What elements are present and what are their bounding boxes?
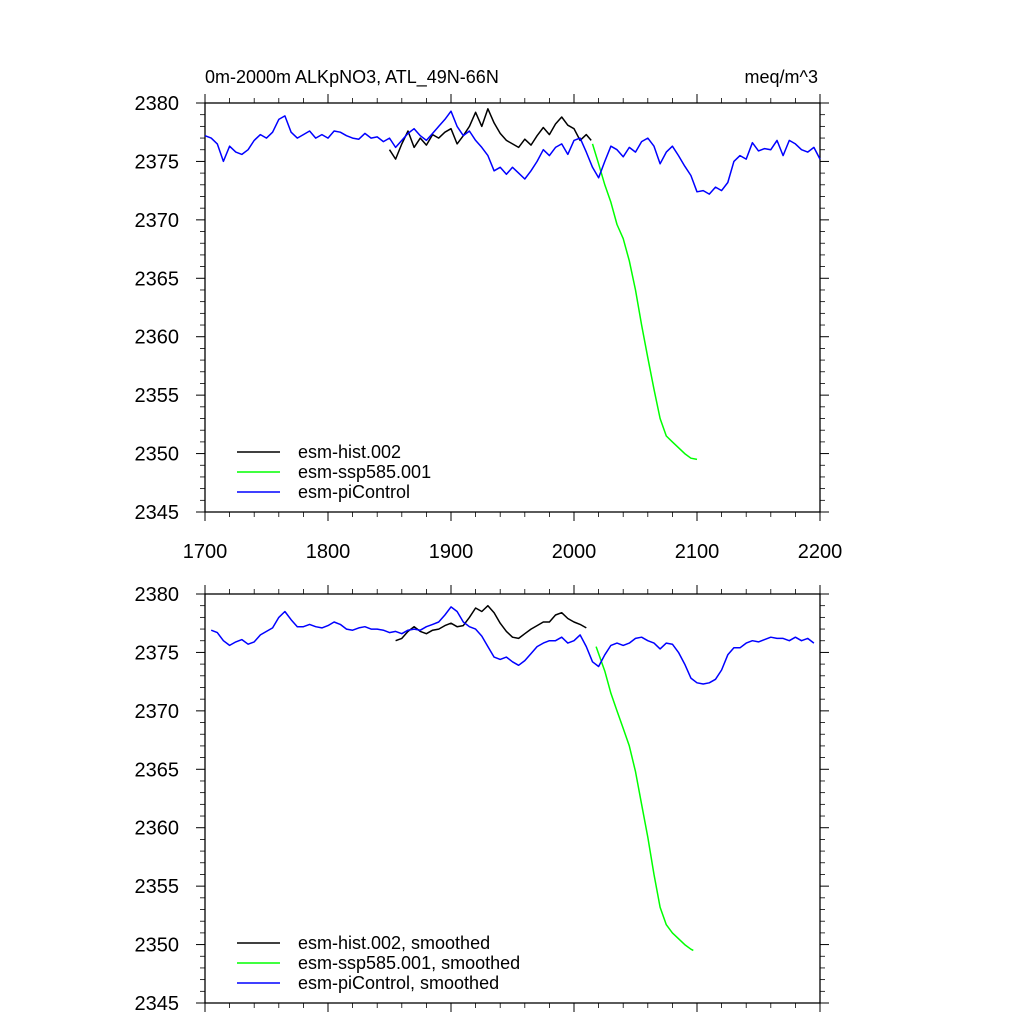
y-tick-label: 2360 [135, 818, 180, 840]
y-tick-label: 2365 [135, 759, 180, 781]
x-tick-label: 2200 [798, 541, 843, 563]
units-label: meq/m^3 [745, 67, 818, 87]
y-tick-label: 2355 [135, 876, 180, 898]
x-tick-label: 1800 [306, 541, 351, 563]
x-tick-label: 1700 [183, 541, 228, 563]
y-tick-label: 2360 [135, 327, 180, 349]
y-tick-label: 2350 [135, 935, 180, 957]
plot-frame [204, 102, 821, 513]
x-tick-label: 2000 [552, 541, 597, 563]
legend-label: esm-hist.002 [298, 442, 401, 462]
y-tick-label: 2365 [135, 268, 180, 290]
y-tick-label: 2375 [135, 151, 180, 173]
series-line-1 [591, 143, 698, 461]
x-tick-label: 1900 [429, 541, 474, 563]
y-tick-label: 2380 [135, 584, 180, 606]
bottom-panel: 2345 2350 2355 2360 2365 2370 2375 2380 esm-hist… [135, 584, 829, 1015]
y-tick-label: 2350 [135, 444, 180, 466]
y-tick-label: 2345 [135, 502, 180, 524]
legend-label: esm-piControl, smoothed [298, 973, 499, 993]
y-tick-label: 2355 [135, 385, 180, 407]
x-tick-label: 2100 [675, 541, 720, 563]
chart-title: 0m-2000m ALKpNO3, ATL_49N-66N [205, 67, 499, 88]
y-tick-label: 2380 [135, 93, 180, 115]
legend-label: esm-ssp585.001 [298, 462, 431, 482]
y-tick-label: 2370 [135, 701, 180, 723]
series-line-2 [210, 606, 815, 685]
legend-label: esm-ssp585.001, smoothed [298, 953, 520, 973]
legend-label: esm-piControl [298, 482, 410, 502]
y-tick-label: 2345 [135, 993, 180, 1015]
legend-label: esm-hist.002, smoothed [298, 933, 490, 953]
series-line-0 [388, 108, 592, 160]
y-tick-label: 2375 [135, 642, 180, 664]
plot-frame [204, 593, 821, 1004]
series-line-2 [204, 110, 821, 195]
y-tick-label: 2370 [135, 210, 180, 232]
top-panel: 2345 2350 2355 2360 2365 2370 2375 2380 1700 1800… [135, 67, 843, 563]
series-line-0 [395, 604, 587, 642]
series-line-1 [595, 646, 694, 952]
